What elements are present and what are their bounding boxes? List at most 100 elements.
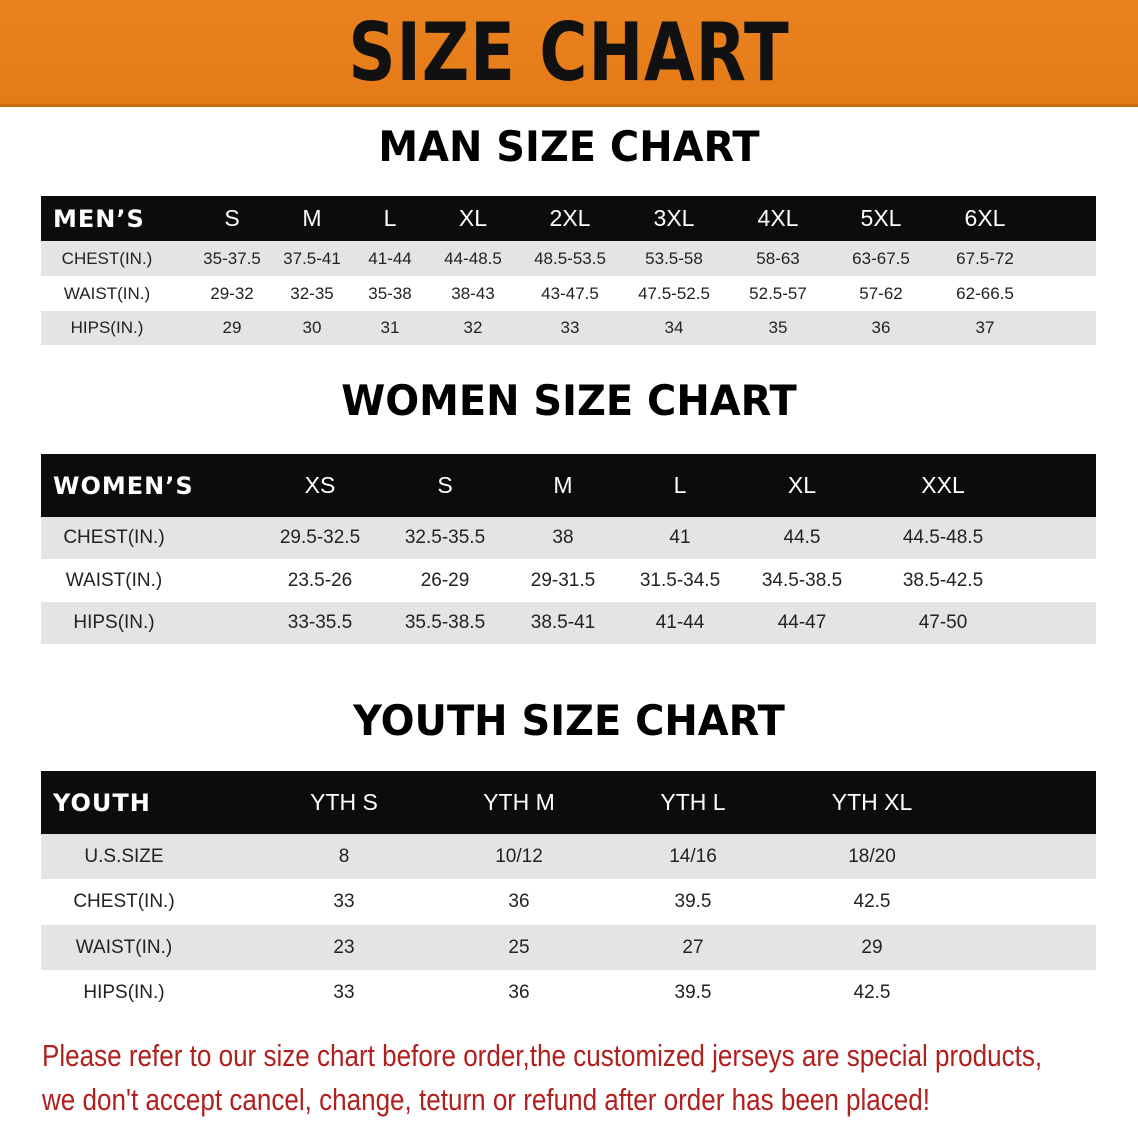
table-cell: 48.5-53.5 — [534, 248, 606, 268]
table-cell: 43-47.5 — [541, 283, 599, 303]
title-banner: SIZE CHART — [0, 0, 1138, 107]
men-size-table: MEN’S S M L XL 2XL 3XL 4XL 5XL 6XL CHEST(IN.) 35-37… — [41, 196, 1096, 345]
table-row: HIPS(IN.) 29 30 31 32 33 34 35 36 37 — [41, 311, 1096, 345]
table-cell: 67.5-72 — [956, 248, 1014, 268]
size-column-header: 5XL — [860, 205, 902, 231]
table-cell: 25 — [508, 936, 530, 958]
table-cell: 41 — [669, 527, 691, 548]
table-cell: 58-63 — [756, 248, 800, 268]
size-column-header: YTH M — [483, 789, 555, 815]
row-label: HIPS(IN.) — [73, 612, 155, 633]
youth-size-table: YOUTH YTH S YTH M YTH L YTH XL U.S.SIZE 8 10/12… — [41, 771, 1096, 1016]
table-cell: 27 — [682, 936, 704, 958]
men-header-row: MEN’S S M L XL 2XL 3XL 4XL 5XL 6XL — [41, 196, 1096, 241]
page-title: SIZE CHART — [348, 6, 790, 99]
size-column-header: YTH XL — [831, 789, 913, 815]
table-cell: 38 — [552, 527, 574, 548]
table-cell: 33 — [333, 982, 355, 1003]
size-column-header: XL — [787, 472, 817, 498]
table-cell: 18/20 — [848, 845, 896, 867]
table-cell: 36 — [871, 318, 891, 337]
men-section-title: MAN SIZE CHART — [378, 122, 760, 171]
table-cell: 47-50 — [918, 612, 968, 633]
size-column-header: 2XL — [549, 205, 591, 231]
table-cell: 29 — [861, 936, 883, 958]
table-cell: 41-44 — [655, 612, 705, 633]
table-cell: 34 — [664, 318, 684, 337]
table-cell: 37.5-41 — [283, 248, 341, 268]
table-cell: 32 — [463, 318, 483, 337]
table-cell: 29 — [222, 318, 242, 337]
table-row: HIPS(IN.) 33-35.5 35.5-38.5 38.5-41 41-44 44-… — [41, 602, 1096, 644]
table-cell: 36 — [508, 982, 530, 1003]
row-label: WAIST(IN.) — [63, 283, 151, 303]
table-cell: 47.5-52.5 — [638, 283, 710, 303]
table-cell: 52.5-57 — [749, 283, 807, 303]
table-row: CHEST(IN.) 33 36 39.5 42.5 — [41, 879, 1096, 925]
table-cell: 44.5-48.5 — [902, 527, 984, 548]
table-cell: 39.5 — [674, 891, 712, 912]
row-label: HIPS(IN.) — [70, 318, 144, 337]
table-cell: 53.5-58 — [645, 248, 703, 268]
table-cell: 44-48.5 — [444, 248, 502, 268]
size-column-header: XS — [304, 472, 336, 498]
size-column-header: L — [383, 205, 397, 231]
table-cell: 62-66.5 — [956, 283, 1014, 303]
table-cell: 44.5 — [783, 527, 821, 548]
row-label: HIPS(IN.) — [83, 982, 165, 1003]
table-cell: 39.5 — [674, 982, 712, 1003]
size-column-header: YTH S — [310, 789, 378, 815]
table-cell: 57-62 — [859, 283, 903, 303]
table-cell: 29.5-32.5 — [279, 527, 361, 548]
table-cell: 37 — [975, 318, 995, 337]
row-label: CHEST(IN.) — [73, 891, 175, 912]
table-cell: 23 — [333, 936, 355, 958]
table-cell: 34.5-38.5 — [761, 569, 843, 591]
size-column-header: YTH L — [660, 789, 726, 815]
table-cell: 36 — [508, 891, 530, 912]
size-column-header: XXL — [921, 472, 965, 498]
size-column-header: 4XL — [757, 205, 799, 231]
table-cell: 33-35.5 — [287, 612, 353, 633]
table-row: HIPS(IN.) 33 36 39.5 42.5 — [41, 970, 1096, 1016]
table-cell: 14/16 — [669, 845, 717, 867]
women-header-row: WOMEN’S XS S M L XL XXL — [41, 454, 1096, 517]
table-cell: 38.5-41 — [530, 612, 596, 633]
table-cell: 42.5 — [853, 982, 891, 1003]
table-cell: 41-44 — [368, 248, 412, 268]
table-row: WAIST(IN.) 29-32 32-35 35-38 38-43 43-47.5 47.… — [41, 276, 1096, 311]
women-section-title: WOMEN SIZE CHART — [341, 376, 797, 425]
table-cell: 35-37.5 — [203, 248, 261, 268]
size-column-header: L — [673, 472, 687, 498]
row-label: WAIST(IN.) — [65, 569, 163, 591]
youth-header-row: YOUTH YTH S YTH M YTH L YTH XL — [41, 771, 1096, 834]
youth-header-label: YOUTH — [53, 788, 151, 817]
table-cell: 35-38 — [368, 283, 412, 303]
table-cell: 23.5-26 — [287, 569, 353, 591]
table-cell: 32.5-35.5 — [404, 527, 486, 548]
notice-line-2: we don't accept cancel, change, teturn o… — [42, 1082, 931, 1117]
size-column-header: S — [224, 205, 240, 231]
youth-section-title: YOUTH SIZE CHART — [353, 696, 785, 745]
row-label: WAIST(IN.) — [75, 936, 173, 958]
table-cell: 33 — [333, 891, 355, 912]
table-cell: 35.5-38.5 — [404, 612, 486, 633]
size-column-header: M — [553, 472, 573, 498]
table-cell: 35 — [768, 318, 788, 337]
table-cell: 38.5-42.5 — [902, 569, 984, 591]
table-cell: 10/12 — [495, 845, 543, 867]
women-header-label: WOMEN’S — [53, 471, 194, 500]
table-row: CHEST(IN.) 29.5-32.5 32.5-35.5 38 41 44.5 44.5… — [41, 517, 1096, 559]
size-column-header: 6XL — [964, 205, 1006, 231]
table-cell: 29-31.5 — [530, 569, 596, 591]
notice-line-1: Please refer to our size chart before or… — [42, 1038, 1043, 1073]
table-cell: 26-29 — [420, 569, 470, 591]
table-cell: 31 — [380, 318, 400, 337]
table-cell: 30 — [302, 318, 322, 337]
table-cell: 29-32 — [210, 283, 254, 303]
row-label: U.S.SIZE — [84, 845, 164, 867]
size-column-header: XL — [458, 205, 488, 231]
size-column-header: 3XL — [653, 205, 695, 231]
table-cell: 31.5-34.5 — [639, 569, 721, 591]
